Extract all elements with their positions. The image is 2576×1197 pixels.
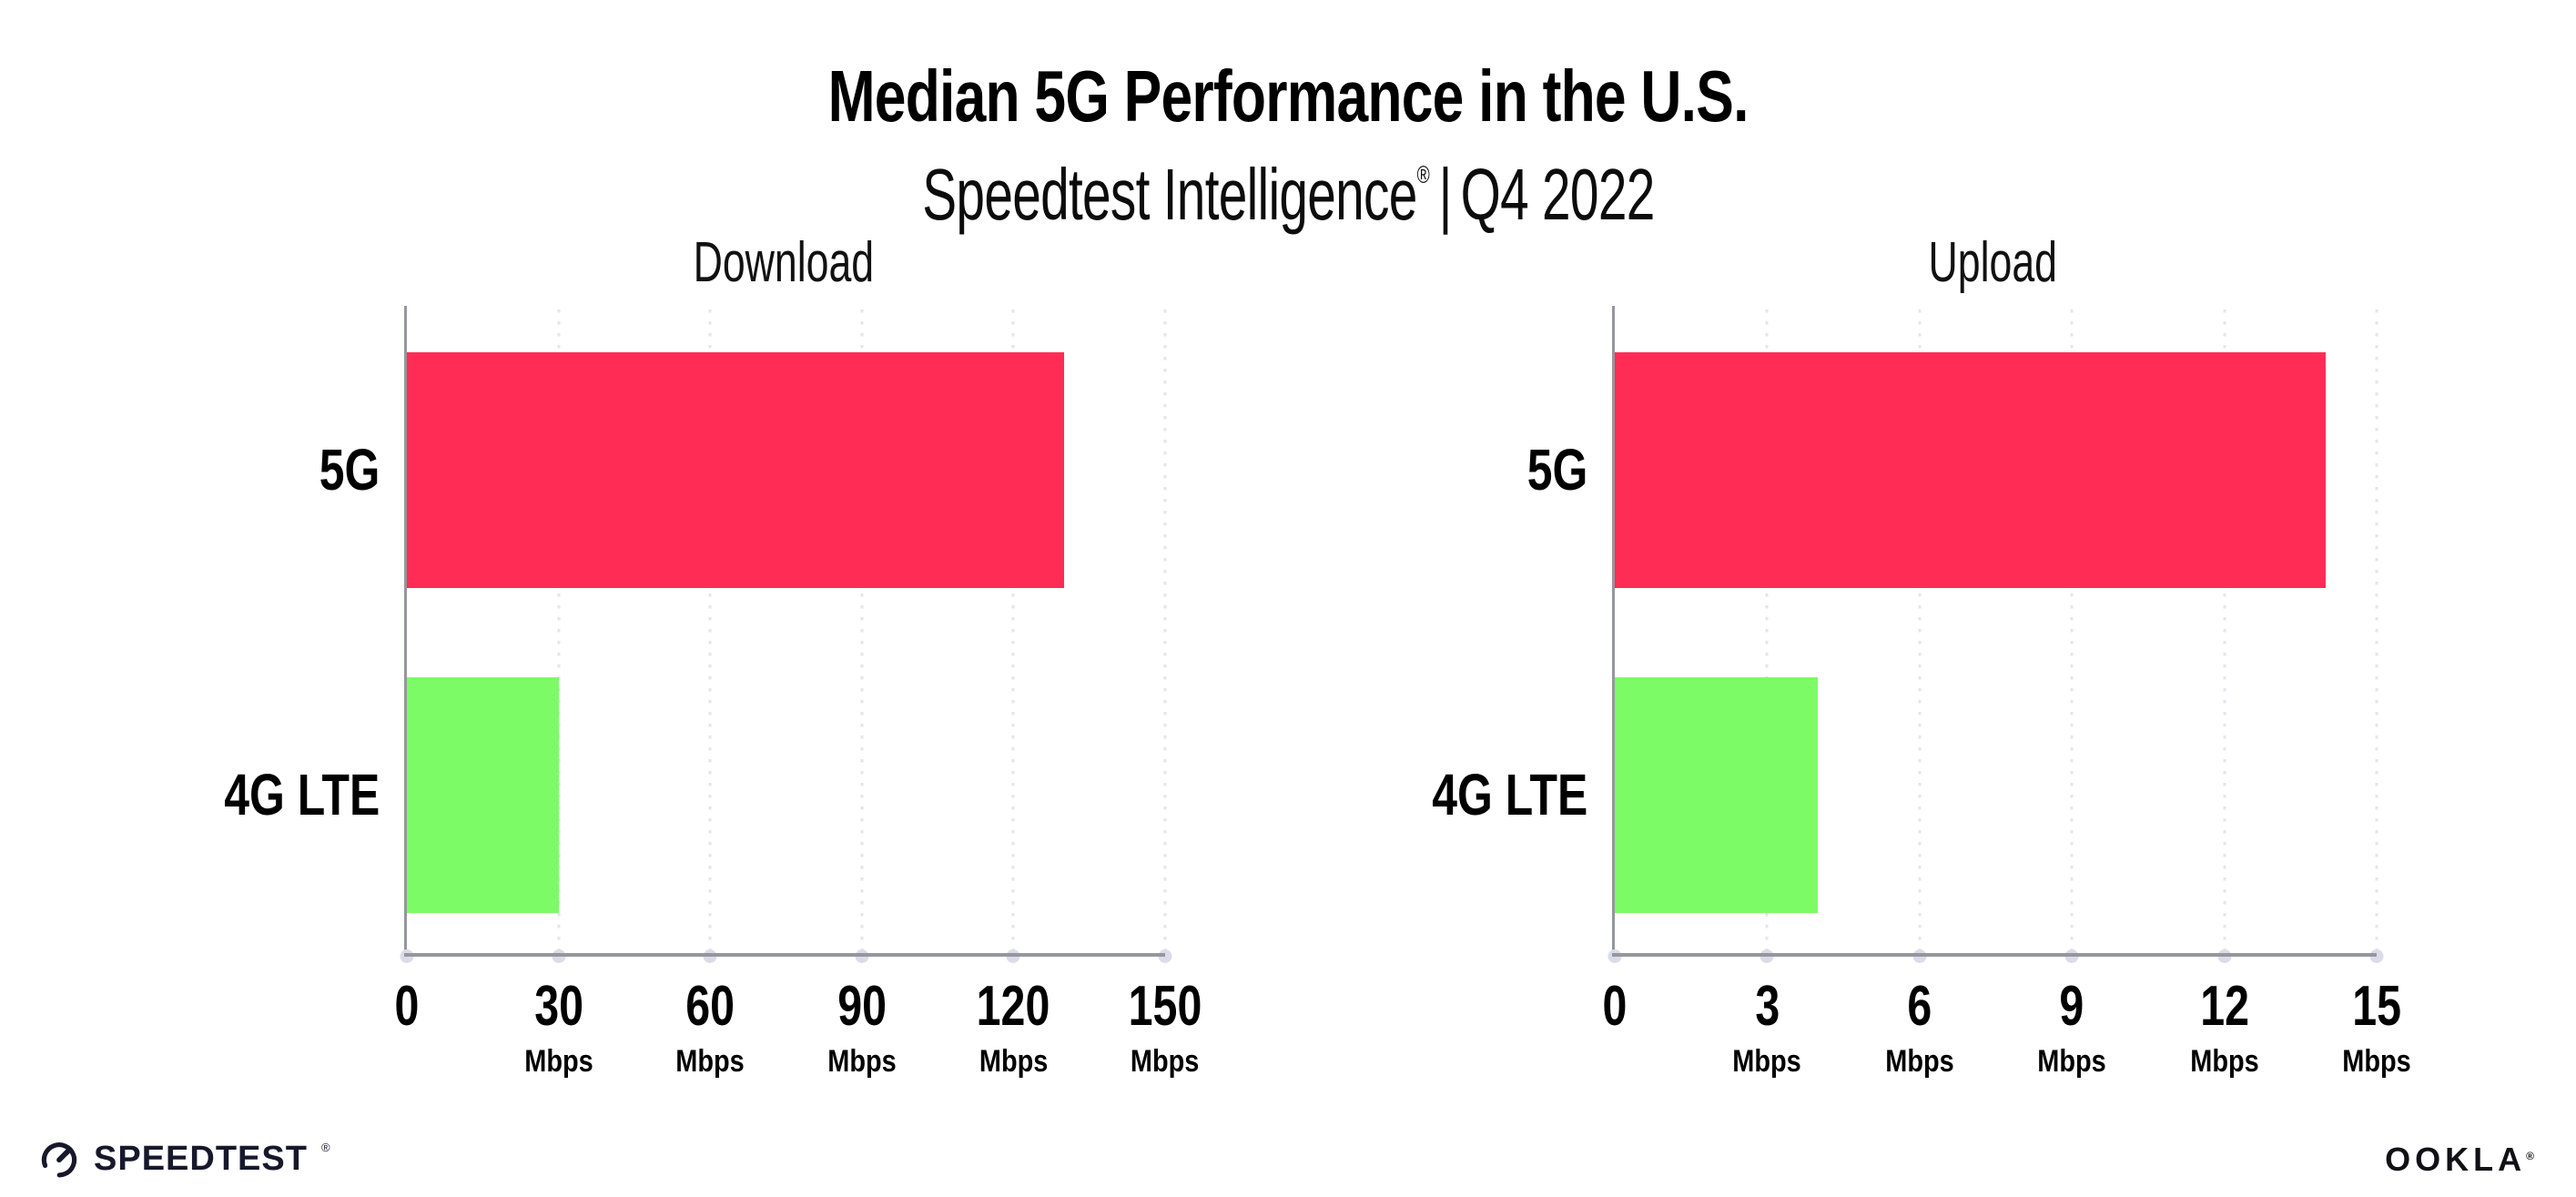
- bar-5g: [1615, 352, 2327, 589]
- x-tick-label: 12 Mbps: [2184, 975, 2265, 1079]
- bar-4g-lte: [1615, 676, 1819, 913]
- y-axis-label-5g: 5G: [319, 436, 380, 502]
- gridline: [1011, 309, 1015, 955]
- x-tick-unit: Mbps: [827, 1044, 897, 1079]
- page-title-text: Median 5G Performance in the U.S.: [827, 55, 1749, 137]
- gridline: [1163, 309, 1167, 955]
- ookla-logo: OOKLA®: [2385, 1143, 2534, 1176]
- gridline: [1918, 309, 1922, 955]
- x-tick-value: 120: [977, 975, 1050, 1038]
- x-tick-label: 30 Mbps: [518, 975, 599, 1079]
- x-tick-label: 15 Mbps: [2337, 975, 2418, 1079]
- x-tick-label: 90 Mbps: [821, 975, 902, 1079]
- axis-tick-dot: [2369, 949, 2384, 963]
- axis-tick-dot: [1158, 949, 1172, 963]
- x-tick-value: 30: [533, 975, 583, 1038]
- y-axis-label-4g-lte: 4G LTE: [223, 761, 380, 827]
- x-axis-line: [404, 953, 1165, 957]
- x-tick-unit: Mbps: [1131, 1044, 1200, 1079]
- x-tick-value: 12: [2199, 975, 2249, 1038]
- gridline: [2223, 309, 2226, 955]
- x-tick-value: 0: [1602, 975, 1628, 1038]
- x-tick-label: 6 Mbps: [1879, 975, 1960, 1079]
- gridline: [2375, 309, 2378, 955]
- gridline: [1765, 309, 1769, 955]
- x-tick-value: 0: [394, 975, 420, 1038]
- x-tick-label: 3 Mbps: [1727, 975, 1808, 1079]
- gridline: [557, 309, 561, 955]
- x-tick-label: 120 Mbps: [967, 975, 1060, 1079]
- chart-title: Upload: [1612, 235, 2374, 291]
- speedtest-trademark-icon: ®: [320, 1140, 330, 1154]
- x-tick-unit: Mbps: [1885, 1044, 1954, 1079]
- x-tick-label: 60 Mbps: [670, 975, 751, 1079]
- x-tick-value: 3: [1754, 975, 1780, 1038]
- download-chart: Download 5G 4G LTE 0 30 Mbps 60 Mbps 90 Mbps 12…: [224, 235, 1202, 1078]
- x-tick-unit: Mbps: [2342, 1044, 2411, 1079]
- upload-chart: Upload 5G 4G LTE 0 3 Mbps 6 Mbps 9 Mbps 12 Mbps 1…: [1432, 235, 2411, 1078]
- x-tick-label: 0: [391, 979, 422, 1035]
- x-tick-value: 150: [1128, 975, 1202, 1038]
- gridline: [860, 309, 864, 955]
- y-axis-label-5g: 5G: [1526, 436, 1587, 502]
- chart-title: Download: [404, 235, 1162, 291]
- subtitle-period: Q4 2022: [1460, 154, 1655, 236]
- x-tick-unit: Mbps: [523, 1044, 593, 1079]
- x-tick-unit: Mbps: [2037, 1044, 2106, 1079]
- bar-4g-lte: [407, 676, 559, 913]
- speedtest-gauge-icon: [41, 1142, 77, 1178]
- subtitle-separator: |: [1438, 154, 1452, 236]
- subtitle-brand: Speedtest Intelligence: [921, 154, 1417, 236]
- x-tick-unit: Mbps: [1732, 1044, 1802, 1079]
- bar-5g: [407, 352, 1064, 589]
- gridline: [708, 309, 712, 955]
- x-tick-value: 6: [1907, 975, 1932, 1038]
- speedtest-logo: SPEEDTEST ®: [38, 1138, 330, 1180]
- chart-title-text: Upload: [1928, 231, 2058, 294]
- x-tick-value: 60: [685, 975, 735, 1038]
- page-subtitle: Speedtest Intelligence® | Q4 2022: [0, 155, 2576, 235]
- x-axis-line: [1612, 953, 2377, 957]
- x-tick-value: 15: [2352, 975, 2401, 1038]
- registered-trademark-icon: ®: [1416, 161, 1430, 189]
- gridline: [2070, 309, 2074, 955]
- x-tick-value: 9: [2059, 975, 2084, 1038]
- x-tick-unit: Mbps: [2189, 1044, 2259, 1079]
- x-tick-label: 9 Mbps: [2032, 975, 2113, 1079]
- x-tick-label: 150 Mbps: [1118, 975, 1212, 1079]
- x-tick-unit: Mbps: [979, 1044, 1049, 1079]
- x-tick-unit: Mbps: [675, 1044, 745, 1079]
- chart-title-text: Download: [693, 231, 874, 294]
- ookla-wordmark: OOKLA: [2385, 1141, 2527, 1178]
- y-axis-label-4g-lte: 4G LTE: [1431, 761, 1587, 827]
- x-tick-value: 90: [837, 975, 887, 1038]
- ookla-trademark-icon: ®: [2526, 1150, 2534, 1162]
- x-tick-label: 0: [1599, 979, 1630, 1035]
- speedtest-wordmark: SPEEDTEST: [94, 1140, 308, 1178]
- page-title: Median 5G Performance in the U.S.: [0, 55, 2576, 137]
